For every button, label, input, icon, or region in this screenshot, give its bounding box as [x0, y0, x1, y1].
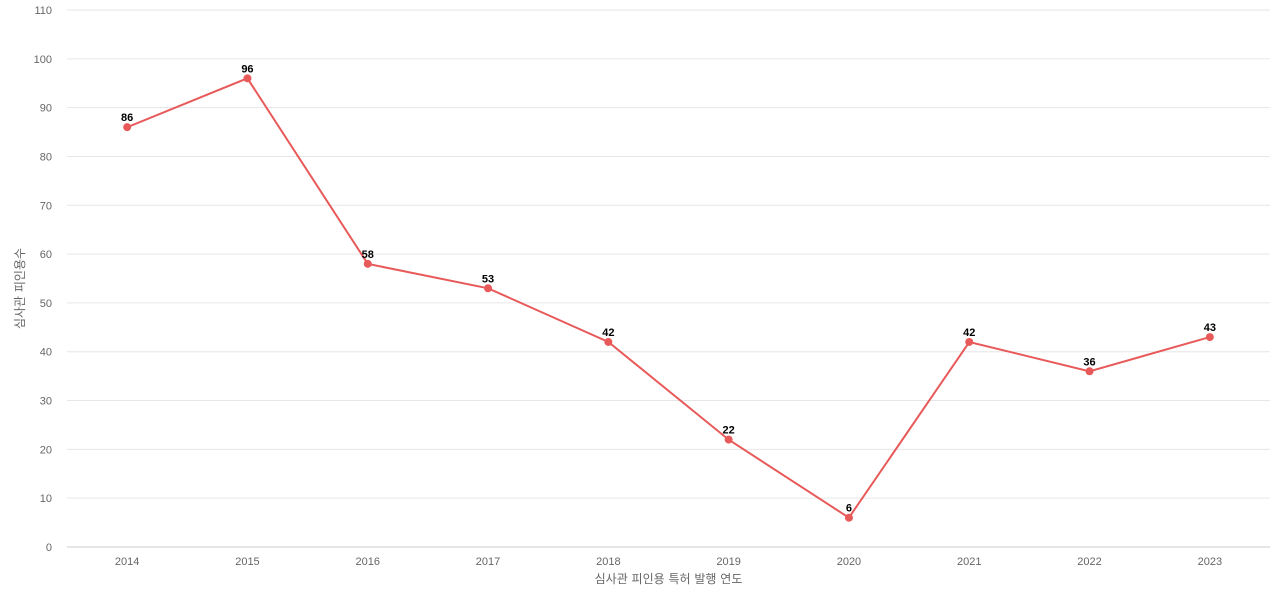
data-label: 53	[482, 273, 494, 285]
y-tick-label: 30	[40, 396, 52, 408]
y-tick-label: 0	[46, 542, 52, 554]
data-point[interactable]	[965, 337, 974, 346]
data-point[interactable]	[363, 259, 372, 268]
data-point[interactable]	[484, 284, 493, 293]
x-tick-label: 2016	[356, 556, 380, 568]
x-tick-label: 2023	[1198, 556, 1222, 568]
data-label: 96	[241, 63, 253, 75]
series-layer	[123, 74, 1214, 522]
x-tick-label: 2022	[1077, 556, 1101, 568]
x-tick-label: 2015	[235, 556, 259, 568]
data-point[interactable]	[123, 123, 132, 132]
x-tick-label: 2020	[837, 556, 861, 568]
y-tick-label: 60	[40, 249, 52, 261]
gridlines	[67, 9, 1270, 548]
x-tick-label: 2019	[716, 556, 740, 568]
y-tick-label: 100	[34, 54, 52, 66]
x-tick-label: 2018	[596, 556, 620, 568]
y-axis-ticks: 0 10 20 30 40 50 60 70 80 90 100 110	[34, 5, 52, 554]
data-point[interactable]	[1085, 367, 1094, 376]
x-axis-title: 심사관 피인용 특허 발행 연도	[595, 571, 743, 586]
data-label: 6	[846, 503, 852, 515]
x-axis-ticks: 2014 2015 2016 2017 2018 2019 2020 2021 2022 2023	[115, 556, 1222, 568]
data-label: 42	[963, 327, 975, 339]
y-tick-label: 90	[40, 103, 52, 115]
data-label: 86	[121, 112, 133, 124]
data-label: 58	[362, 249, 374, 261]
y-tick-label: 40	[40, 347, 52, 359]
data-point[interactable]	[724, 435, 733, 444]
y-tick-label: 80	[40, 151, 52, 163]
data-label: 22	[723, 425, 735, 437]
y-tick-label: 20	[40, 444, 52, 456]
y-tick-label: 50	[40, 298, 52, 310]
data-point[interactable]	[1205, 333, 1214, 342]
data-label: 43	[1204, 322, 1216, 334]
data-label: 42	[602, 327, 614, 339]
data-point[interactable]	[604, 337, 613, 346]
series-line	[126, 77, 1211, 520]
y-tick-label: 70	[40, 200, 52, 212]
x-tick-label: 2017	[476, 556, 500, 568]
data-point[interactable]	[844, 513, 853, 522]
data-point[interactable]	[243, 74, 252, 83]
y-tick-label: 10	[40, 493, 52, 505]
y-tick-label: 110	[34, 5, 52, 17]
data-label: 36	[1083, 356, 1095, 368]
data-labels: 86 96 58 53 42 22 6 42 36 43	[121, 63, 1216, 514]
x-tick-label: 2014	[115, 556, 139, 568]
x-tick-label: 2021	[957, 556, 981, 568]
y-axis-title: 심사관 피인용수	[13, 248, 27, 329]
